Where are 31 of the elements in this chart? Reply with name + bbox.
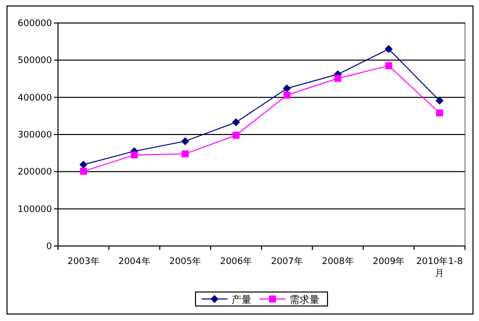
- y-tick-label: 500000: [18, 56, 52, 66]
- point: [385, 62, 392, 70]
- point: [181, 137, 190, 146]
- point: [130, 151, 138, 158]
- x-tick-label: 2006年: [219, 256, 254, 268]
- x-tick-label: 2003年: [66, 256, 100, 268]
- point: [282, 84, 291, 92]
- y-tick-label: 200000: [18, 168, 52, 178]
- x-tick-label: 2004年: [117, 256, 152, 268]
- y-tick-label: 100000: [18, 204, 52, 215]
- y-tick-label: 400000: [18, 93, 52, 104]
- point: [384, 45, 393, 54]
- point: [80, 168, 87, 175]
- y-tick-label: 600000: [18, 19, 52, 29]
- x-tick-label: 2005年: [168, 256, 202, 268]
- x-tick-label: 2010年1-8月: [415, 256, 464, 280]
- x-tick-label: 2008年: [320, 256, 355, 268]
- point: [334, 74, 342, 82]
- point: [79, 160, 88, 169]
- legend-label: 需求量: [290, 294, 320, 306]
- point: [232, 132, 240, 139]
- point: [283, 92, 290, 99]
- x-tick-label: 2007年: [270, 256, 304, 268]
- x-tick-label: 2009年: [372, 256, 406, 268]
- y-tick-label: 0: [46, 242, 52, 252]
- point: [232, 118, 240, 126]
- y-tick-label: 300000: [18, 130, 52, 140]
- point: [436, 109, 444, 116]
- point: [182, 150, 189, 158]
- point: [436, 96, 444, 105]
- legend-label: 产量: [232, 294, 252, 306]
